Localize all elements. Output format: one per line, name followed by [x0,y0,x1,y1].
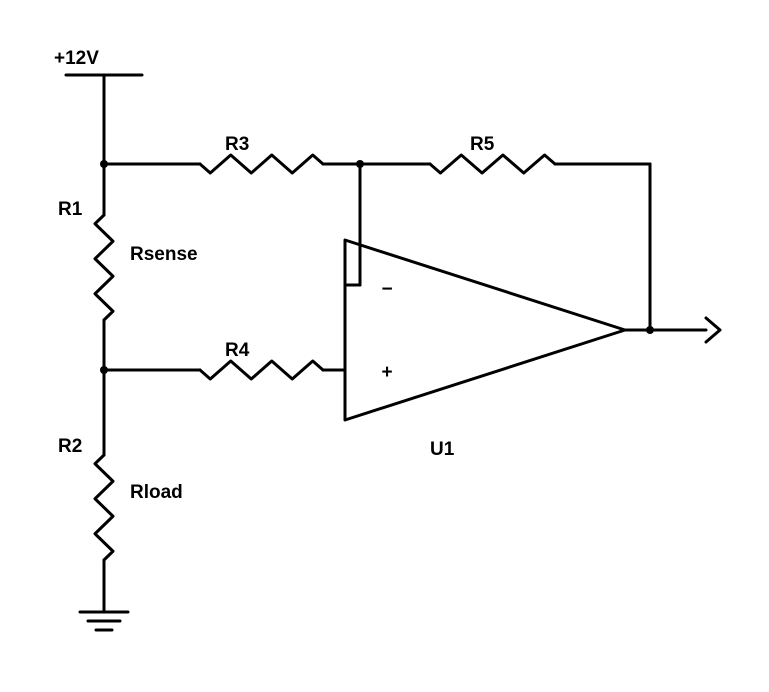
svg-text:U1: U1 [430,439,455,460]
svg-text:Rload: Rload [130,482,183,503]
svg-text:R1: R1 [58,199,83,220]
svg-text:R2: R2 [58,436,82,457]
circuit-schematic: +12V − + R1 Rsense R2 Rload R3 R5 R4 U1 [54,48,720,630]
svg-text:Rsense: Rsense [130,244,198,265]
svg-text:+12V: +12V [54,48,99,69]
svg-text:R4: R4 [225,340,250,361]
svg-text:R3: R3 [225,134,249,155]
svg-text:−: − [381,279,392,300]
svg-text:R5: R5 [470,134,495,155]
svg-text:+: + [381,362,392,383]
